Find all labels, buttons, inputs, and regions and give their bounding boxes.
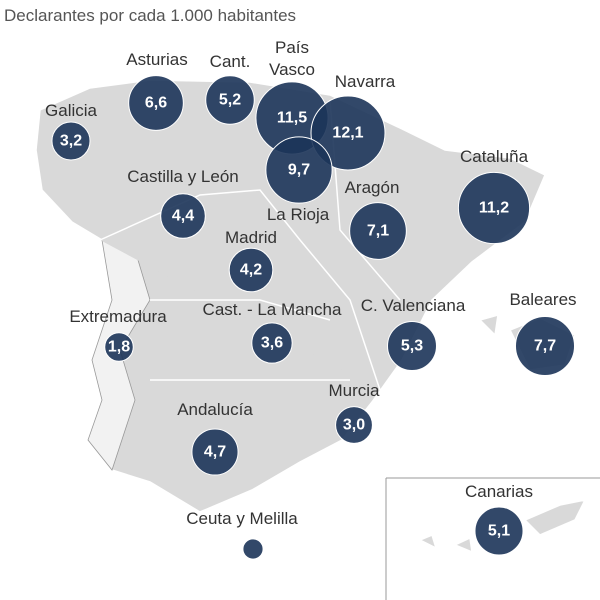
value-label: 12,1	[332, 125, 363, 142]
region-label: Cataluña	[459, 147, 529, 166]
bubble	[457, 171, 531, 245]
bubble	[205, 75, 255, 125]
bubble	[335, 406, 373, 444]
value-label: 4,2	[240, 262, 262, 279]
bubble	[160, 193, 206, 239]
region-label: Madrid	[225, 228, 277, 247]
region-label: Andalucía	[177, 400, 253, 419]
bubble	[104, 332, 134, 362]
bubble	[474, 506, 524, 556]
region-label: Cant.	[209, 52, 251, 71]
value-label: 3,6	[261, 335, 283, 352]
bubble	[514, 315, 576, 377]
value-label: 5,1	[488, 523, 510, 540]
region-label: Galicia	[45, 101, 97, 120]
value-label: 4,4	[172, 208, 194, 225]
region-label: Baleares	[509, 290, 577, 309]
value-label: 1,8	[108, 339, 130, 356]
region-label: País Vasco	[269, 38, 315, 79]
region-label: Ceuta y Melilla	[186, 509, 298, 528]
region-label: Aragón	[344, 178, 400, 197]
bubble	[51, 121, 91, 161]
value-label: 3,2	[60, 133, 82, 150]
region-label: Murcia	[328, 381, 380, 400]
bubble	[349, 202, 407, 260]
bubble	[242, 538, 264, 560]
value-label: 9,7	[288, 162, 310, 179]
region-label: Navarra	[334, 72, 396, 91]
value-label: 11,5	[277, 110, 307, 127]
region-label: Cast. - La Mancha	[202, 300, 342, 319]
value-label: 5,3	[401, 338, 423, 355]
value-label: 7,7	[534, 338, 556, 355]
value-label: 11,2	[479, 200, 509, 217]
value-label: 4,7	[204, 444, 226, 461]
bubble	[251, 322, 293, 364]
inset-frame	[385, 477, 600, 600]
map-background	[35, 79, 587, 554]
region-label: Canarias	[464, 482, 534, 501]
value-label: 0,9	[212, 541, 234, 558]
region-label: Castilla y León	[127, 167, 239, 186]
bubble	[265, 136, 333, 204]
bubble	[228, 247, 274, 293]
region-label: Asturias	[126, 50, 188, 69]
value-label: 5,2	[219, 92, 241, 109]
region-label: C. Valenciana	[360, 296, 466, 315]
bubble	[128, 75, 184, 131]
value-label: 7,1	[367, 223, 389, 240]
bubble	[310, 95, 386, 171]
title: Declarantes por cada 1.000 habitantes	[4, 6, 297, 25]
bubble	[387, 321, 437, 371]
bubble	[191, 428, 239, 476]
value-label: 6,6	[145, 95, 167, 112]
value-label: 3,0	[343, 417, 365, 434]
region-label: Extremadura	[69, 307, 167, 326]
region-label: La Rioja	[266, 205, 330, 224]
